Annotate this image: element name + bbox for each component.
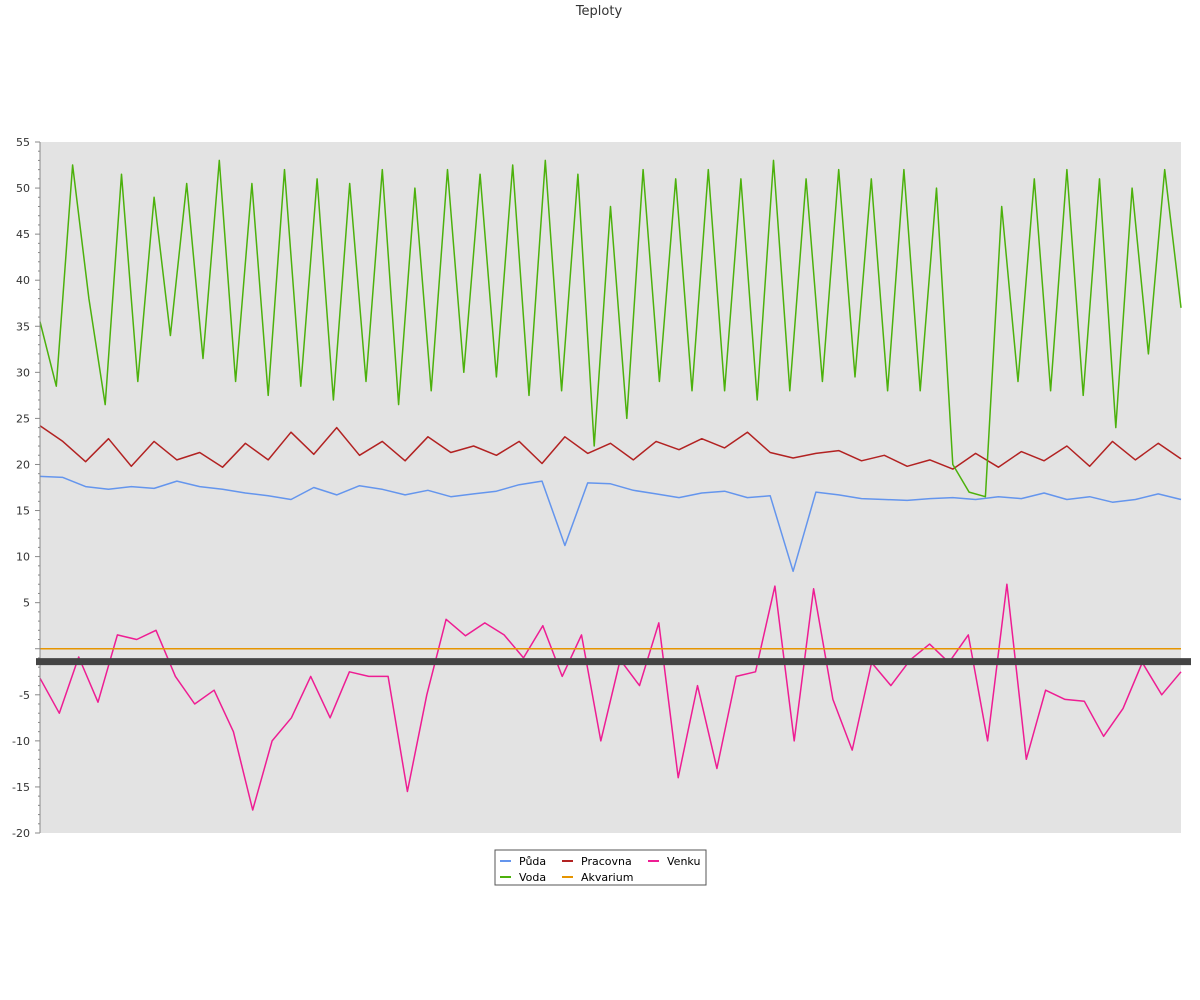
legend-label-akvarium: Akvarium <box>581 871 633 884</box>
y-tick-label: 20 <box>16 458 30 471</box>
y-tick-label: 30 <box>16 366 30 379</box>
series-line-půda <box>39 475 1182 573</box>
y-tick-label: 15 <box>16 505 30 518</box>
y-tick-label: 5 <box>23 597 30 610</box>
series-line-voda <box>39 159 1182 498</box>
chart-title: Teploty <box>575 4 623 19</box>
y-axis: 55 50 45 40 35 30 25 20 15 10 5 -5 -10 -15 -20 <box>12 136 41 840</box>
legend-label-venku: Venku <box>667 855 700 868</box>
legend-label-pracovna: Pracovna <box>581 855 632 868</box>
series-line-pracovna <box>39 425 1182 470</box>
legend: Půda Pracovna Venku Voda Akvarium <box>494 849 707 886</box>
y-tick-label: -20 <box>12 827 30 840</box>
y-tick-label: -10 <box>12 735 30 748</box>
y-tick-label: 40 <box>16 274 30 287</box>
y-tick-label: 10 <box>16 551 30 564</box>
legend-box <box>494 849 707 886</box>
y-tick-label: 55 <box>16 136 30 149</box>
y-tick-label: -5 <box>19 689 30 702</box>
y-tick-label: -15 <box>12 781 30 794</box>
y-tick-label: 50 <box>16 182 30 195</box>
series-layer <box>39 159 1182 811</box>
series-line-venku <box>39 583 1182 811</box>
y-tick-label: 45 <box>16 228 30 241</box>
y-tick-label: 35 <box>16 320 30 333</box>
legend-label-půda: Půda <box>519 855 546 868</box>
legend-label-voda: Voda <box>519 871 546 884</box>
y-tick-label: 25 <box>16 412 30 425</box>
